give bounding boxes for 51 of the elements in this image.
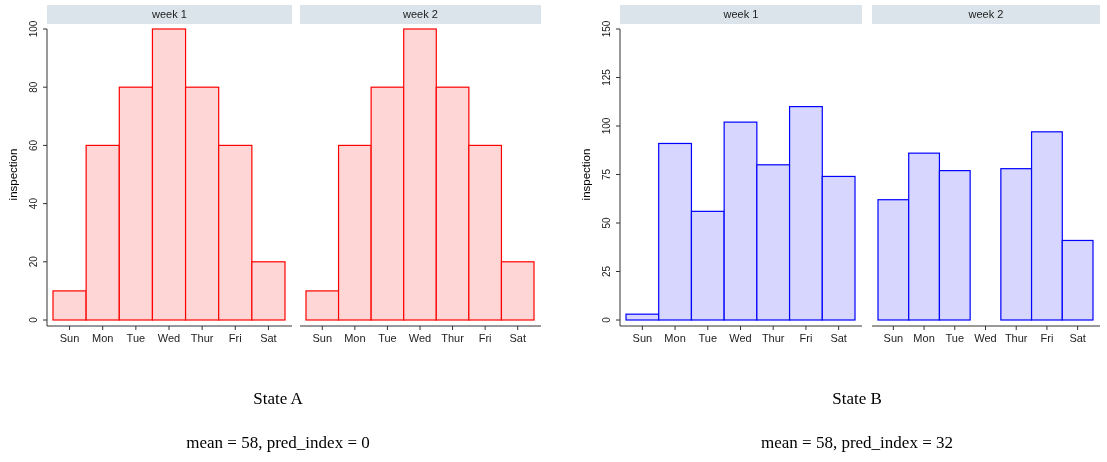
y-tick-label: 20 (28, 255, 39, 268)
y-tick-label: 100 (28, 20, 39, 38)
x-tick-label: Mon (92, 332, 114, 344)
x-tick-label: Thur (761, 332, 785, 344)
y-tick-label: 0 (601, 316, 612, 323)
x-tick-label: Sun (59, 332, 80, 344)
x-tick-label: Sat (1069, 332, 1086, 344)
y-tick-label: 100 (601, 117, 612, 135)
x-tick-label: Mon (344, 332, 366, 344)
x-tick-label: Sat (509, 332, 526, 344)
x-tick-label: Fri (228, 332, 242, 344)
chart-title: week 2 (967, 8, 1004, 20)
y-tick-label: 60 (28, 139, 39, 151)
y-axis-title: inspection (580, 148, 592, 201)
x-tick-label: Sun (312, 332, 333, 344)
y-tick-label: 50 (601, 217, 612, 229)
y-tick-label: 75 (601, 168, 612, 181)
x-tick-label: Fri (1040, 332, 1054, 344)
x-tick-label: Tue (378, 332, 397, 344)
x-tick-label: Thur (1004, 332, 1028, 344)
x-tick-label: Fri (799, 332, 813, 344)
chart-title: week 2 (402, 8, 438, 20)
y-axis-title: inspection (7, 148, 19, 201)
x-tick-label: Fri (478, 332, 492, 344)
chart-title: week 1 (151, 8, 187, 20)
x-tick-label: Sun (883, 332, 904, 344)
x-tick-label: Tue (126, 332, 146, 344)
x-tick-label: Sat (260, 332, 277, 344)
chart-title: week 1 (722, 8, 759, 20)
x-tick-label: Tue (945, 332, 965, 344)
y-tick-label: 150 (601, 20, 612, 38)
y-tick-label: 40 (28, 197, 39, 210)
y-tick-label: 80 (28, 81, 39, 93)
x-tick-label: Mon (913, 332, 935, 344)
text: State A (253, 389, 304, 408)
x-tick-label: Wed (974, 332, 997, 344)
x-tick-label: Sat (830, 332, 847, 344)
x-tick-label: Sun (632, 332, 653, 344)
x-tick-label: Mon (664, 332, 686, 344)
y-tick-label: 125 (601, 68, 612, 86)
x-tick-label: Wed (157, 332, 181, 344)
text: mean = 58, pred_index = 0 (186, 433, 370, 452)
text: mean = 58, pred_index = 32 (761, 433, 953, 452)
y-tick-label: 0 (28, 316, 39, 323)
text: State B (832, 389, 882, 408)
y-tick-label: 25 (601, 265, 612, 278)
x-tick-label: Thur (441, 332, 465, 344)
x-tick-label: Thur (190, 332, 214, 344)
x-tick-label: Wed (408, 332, 432, 344)
x-tick-label: Wed (729, 332, 752, 344)
x-tick-label: Tue (698, 332, 718, 344)
